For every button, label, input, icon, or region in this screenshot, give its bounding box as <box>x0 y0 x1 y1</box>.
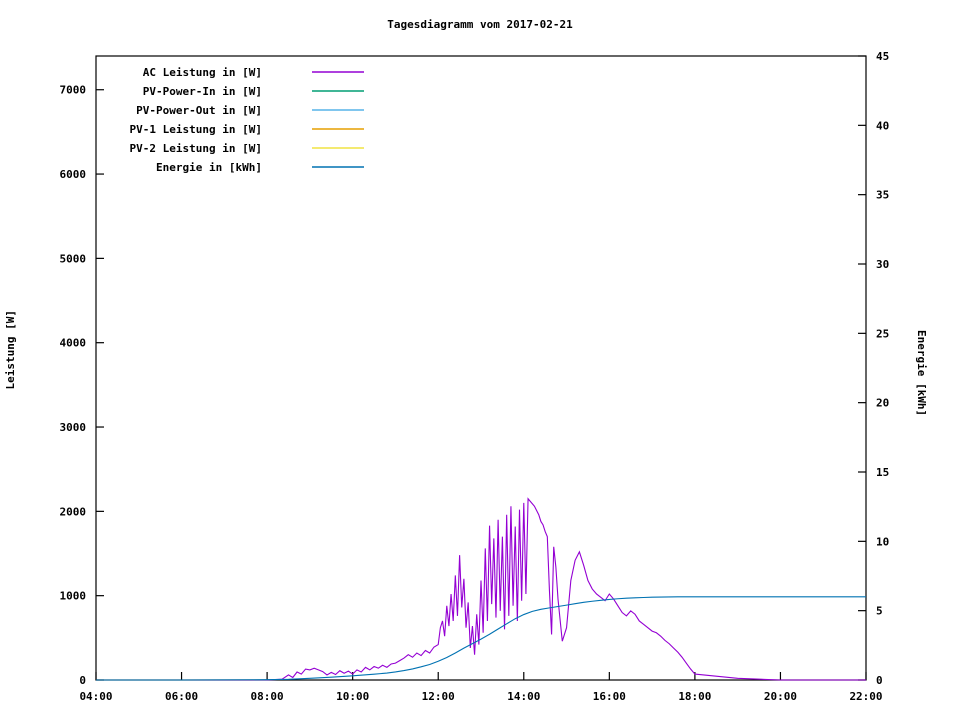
legend-label-0: AC Leistung in [W] <box>143 66 262 79</box>
x-tick-label: 10:00 <box>336 690 369 703</box>
x-tick-label: 12:00 <box>422 690 455 703</box>
y-tick-label-right: 30 <box>876 258 889 271</box>
y-tick-label-left: 2000 <box>60 505 87 518</box>
legend-label-1: PV-Power-In in [W] <box>143 85 262 98</box>
x-tick-label: 18:00 <box>678 690 711 703</box>
y-tick-label-right: 5 <box>876 605 883 618</box>
x-tick-label: 16:00 <box>593 690 626 703</box>
legend-label-5: Energie in [kWh] <box>156 161 262 174</box>
y-tick-label-right: 25 <box>876 327 889 340</box>
y-axis-label-right: Energie [kWh] <box>915 330 928 417</box>
x-tick-label: 14:00 <box>507 690 540 703</box>
y-tick-label-left: 4000 <box>60 337 87 350</box>
x-tick-label: 08:00 <box>251 690 284 703</box>
y-tick-label-left: 1000 <box>60 590 87 603</box>
x-tick-label: 22:00 <box>849 690 882 703</box>
chart-title: Tagesdiagramm vom 2017-02-21 <box>387 18 573 31</box>
legend: AC Leistung in [W] PV-Power-In in [W] PV-P… <box>130 66 364 174</box>
y-axis-left-ticks: 0 1000 2000 3000 4000 5000 6000 7000 <box>60 84 104 687</box>
y-tick-label-right: 0 <box>876 674 883 687</box>
x-tick-label: 20:00 <box>764 690 797 703</box>
y-tick-label-right: 10 <box>876 535 889 548</box>
y-tick-label-left: 5000 <box>60 252 87 265</box>
series-line-5 <box>96 596 866 681</box>
y-tick-label-right: 35 <box>876 189 889 202</box>
y-tick-label-left: 0 <box>79 674 86 687</box>
x-tick-label: 06:00 <box>165 690 198 703</box>
legend-label-2: PV-Power-Out in [W] <box>136 104 262 117</box>
data-series-group <box>96 497 866 681</box>
y-tick-label-left: 6000 <box>60 168 87 181</box>
y-tick-label-left: 7000 <box>60 84 87 97</box>
plot-frame <box>95 55 867 681</box>
series-line-0 <box>96 497 866 681</box>
y-tick-label-right: 45 <box>876 50 889 63</box>
y-axis-right-ticks: 0 5 10 15 20 25 30 35 40 45 <box>858 50 889 687</box>
y-tick-label-right: 40 <box>876 119 889 132</box>
x-tick-label: 04:00 <box>79 690 112 703</box>
x-axis-ticks: 04:00 06:00 08:00 10:00 12:00 14:00 16:00 18:00… <box>79 672 883 703</box>
legend-label-4: PV-2 Leistung in [W] <box>130 142 262 155</box>
y-tick-label-left: 3000 <box>60 421 87 434</box>
y-tick-label-right: 20 <box>876 397 889 410</box>
y-tick-label-right: 15 <box>876 466 889 479</box>
legend-label-3: PV-1 Leistung in [W] <box>130 123 262 136</box>
